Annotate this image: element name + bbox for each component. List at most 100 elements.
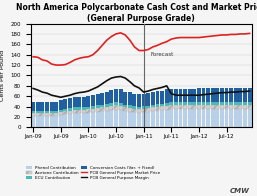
Bar [206, 109, 210, 127]
Bar [192, 103, 196, 105]
Bar [128, 92, 132, 105]
Bar [183, 109, 187, 127]
Bar [73, 113, 77, 127]
Bar [50, 116, 53, 127]
Bar [36, 102, 40, 111]
Bar [169, 89, 173, 103]
Bar [215, 109, 219, 127]
Bar [192, 89, 196, 103]
Bar [197, 88, 201, 102]
Bar [73, 107, 77, 110]
Bar [174, 109, 178, 127]
Bar [206, 102, 210, 104]
Bar [243, 88, 247, 102]
Bar [247, 88, 252, 102]
Bar [91, 109, 95, 112]
Bar [45, 113, 49, 116]
Bar [73, 110, 77, 113]
Bar [100, 104, 104, 107]
Bar [151, 104, 155, 107]
Bar [146, 108, 150, 112]
Bar [229, 102, 233, 104]
Bar [91, 112, 95, 127]
Bar [220, 104, 224, 109]
Bar [137, 107, 141, 109]
Bar [211, 102, 215, 104]
Bar [63, 109, 67, 111]
Bar [73, 97, 77, 107]
Title: North America Polycarbonate Cash Cost and Market Price
(General Purpose Grade): North America Polycarbonate Cash Cost an… [16, 3, 257, 23]
Bar [50, 102, 53, 111]
Bar [165, 106, 169, 110]
Bar [229, 109, 233, 127]
Bar [123, 111, 127, 127]
Bar [179, 109, 182, 127]
Bar [155, 104, 159, 107]
Bar [100, 93, 104, 104]
Bar [179, 89, 182, 103]
Bar [169, 109, 173, 127]
Bar [142, 94, 146, 106]
Bar [40, 113, 44, 116]
Bar [238, 88, 242, 102]
Bar [206, 104, 210, 109]
Bar [220, 88, 224, 102]
Bar [197, 109, 201, 127]
Bar [128, 112, 132, 127]
Bar [63, 99, 67, 109]
Bar [215, 102, 219, 104]
Bar [109, 103, 113, 106]
Bar [234, 102, 238, 104]
Bar [165, 103, 169, 106]
Bar [188, 103, 192, 105]
Bar [133, 106, 136, 109]
Bar [220, 102, 224, 104]
Bar [105, 111, 109, 127]
Bar [238, 109, 242, 127]
Bar [192, 105, 196, 109]
Bar [201, 102, 205, 104]
Bar [59, 110, 63, 112]
Bar [160, 106, 164, 110]
Text: Forecast: Forecast [151, 52, 174, 57]
Bar [91, 95, 95, 106]
Bar [155, 91, 159, 104]
Bar [165, 110, 169, 127]
Bar [31, 113, 35, 116]
Bar [77, 107, 81, 110]
Bar [114, 103, 118, 105]
Bar [160, 103, 164, 106]
Bar [234, 88, 238, 102]
Bar [206, 88, 210, 102]
Bar [192, 109, 196, 127]
Bar [174, 105, 178, 109]
Bar [174, 89, 178, 103]
Bar [109, 106, 113, 110]
Bar [179, 105, 182, 109]
Bar [119, 110, 123, 127]
Bar [165, 90, 169, 103]
Bar [142, 109, 146, 112]
Bar [123, 104, 127, 107]
Bar [183, 89, 187, 103]
Bar [160, 91, 164, 103]
Bar [105, 104, 109, 107]
Bar [151, 111, 155, 127]
Bar [59, 115, 63, 127]
Bar [234, 104, 238, 109]
Bar [225, 104, 228, 109]
Bar [247, 109, 252, 127]
Bar [96, 105, 99, 108]
Bar [123, 107, 127, 111]
Bar [82, 113, 86, 127]
Text: CMW: CMW [230, 188, 249, 194]
Bar [225, 88, 228, 102]
Bar [59, 112, 63, 115]
Bar [211, 109, 215, 127]
Bar [114, 105, 118, 110]
Bar [86, 96, 90, 107]
Bar [100, 107, 104, 111]
Bar [146, 93, 150, 106]
Bar [68, 108, 72, 111]
Bar [36, 116, 40, 127]
